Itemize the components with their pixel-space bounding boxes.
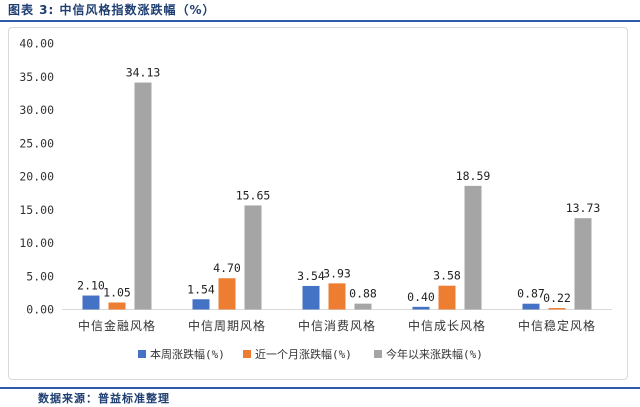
y-tick-label: 15.00 (19, 203, 54, 217)
data-label: 3.93 (323, 266, 351, 280)
bar-1[interactable] (522, 303, 540, 310)
bar-1[interactable] (192, 299, 210, 310)
bottom-divider (0, 387, 640, 389)
data-label: 0.88 (349, 287, 377, 301)
figure-title: 图表 3: 中信风格指数涨跌幅（%） (8, 3, 216, 17)
top-divider (0, 20, 640, 22)
x-category-label: 中信消费风格 (298, 318, 376, 333)
bar-3[interactable] (244, 205, 262, 310)
data-label: 0.40 (407, 290, 435, 304)
bar-2[interactable] (548, 308, 566, 310)
bar-1[interactable] (82, 295, 100, 310)
bar-3[interactable] (574, 218, 592, 310)
bar-3[interactable] (134, 82, 152, 310)
legend-swatch (374, 350, 382, 358)
data-source-note: 数据来源：普益标准整理 (38, 392, 170, 405)
x-category-label: 中信周期风格 (188, 318, 266, 333)
bar-2[interactable] (218, 278, 236, 310)
data-label: 15.65 (236, 188, 271, 202)
bar-chart: 0.00 5.00 10.00 15.00 20.00 25.00 30.00 35.00 40… (19, 37, 612, 361)
y-tick-label: 5.00 (26, 269, 54, 283)
data-label: 3.54 (297, 269, 325, 283)
x-category-label: 中信金融风格 (78, 318, 156, 333)
x-category-label: 中信稳定风格 (518, 318, 596, 333)
x-category-label: 中信成长风格 (408, 318, 486, 333)
chart-panel (8, 27, 628, 380)
y-tick-label: 35.00 (19, 70, 54, 84)
y-tick-label: 30.00 (19, 103, 54, 117)
data-label: 34.13 (126, 66, 161, 80)
y-tick-label: 40.00 (19, 37, 54, 51)
y-tick-label: 25.00 (19, 136, 54, 150)
bar-2[interactable] (438, 285, 456, 310)
legend-label: 今年以来涨跌幅(%) (386, 347, 483, 361)
data-label: 2.10 (77, 279, 105, 293)
legend-swatch (138, 350, 146, 358)
data-label: 0.22 (543, 291, 571, 305)
legend-label: 近一个月涨跌幅(%) (255, 347, 352, 361)
bar-3[interactable] (464, 185, 482, 310)
legend-label: 本周涨跌幅(%) (150, 347, 225, 361)
bar-3[interactable] (354, 303, 372, 310)
data-label: 1.54 (187, 282, 215, 296)
bar-2[interactable] (108, 302, 126, 310)
data-label: 0.87 (517, 287, 545, 301)
data-label: 13.73 (566, 201, 601, 215)
bar-2[interactable] (328, 283, 346, 310)
bar-1[interactable] (302, 285, 320, 310)
data-label: 3.58 (433, 269, 461, 283)
bar-1[interactable] (412, 306, 430, 310)
legend-swatch (243, 350, 251, 358)
data-label: 18.59 (456, 169, 491, 183)
y-tick-label: 0.00 (26, 303, 54, 317)
y-tick-label: 20.00 (19, 170, 54, 184)
data-label: 1.05 (103, 286, 131, 300)
y-tick-label: 10.00 (19, 236, 54, 250)
data-label: 4.70 (213, 261, 241, 275)
